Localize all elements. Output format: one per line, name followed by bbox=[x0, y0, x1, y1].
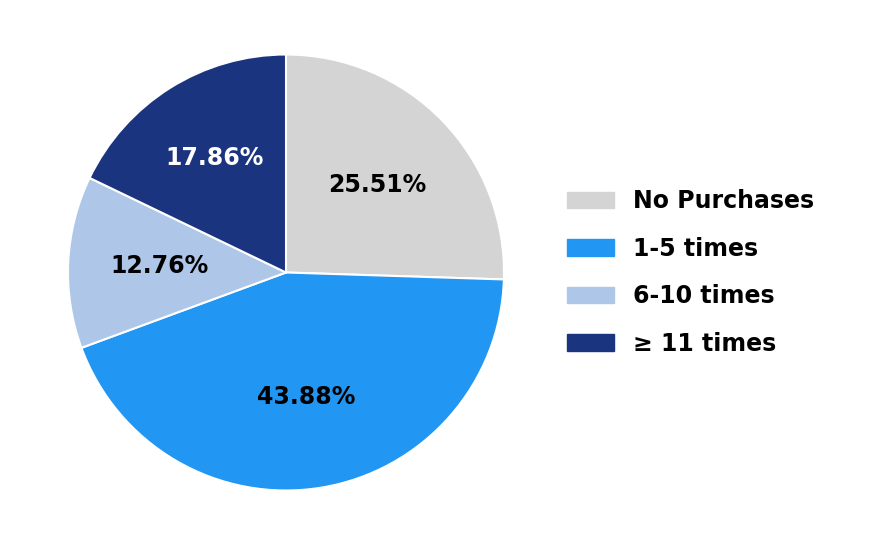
Wedge shape bbox=[286, 54, 504, 280]
Wedge shape bbox=[82, 272, 504, 490]
Text: 17.86%: 17.86% bbox=[165, 146, 263, 170]
Wedge shape bbox=[68, 178, 286, 348]
Text: 43.88%: 43.88% bbox=[257, 385, 356, 409]
Text: 25.51%: 25.51% bbox=[327, 173, 426, 197]
Legend: No Purchases, 1-5 times, 6-10 times, ≥ 11 times: No Purchases, 1-5 times, 6-10 times, ≥ 1… bbox=[557, 180, 824, 365]
Text: 12.76%: 12.76% bbox=[111, 255, 209, 278]
Wedge shape bbox=[90, 54, 286, 272]
